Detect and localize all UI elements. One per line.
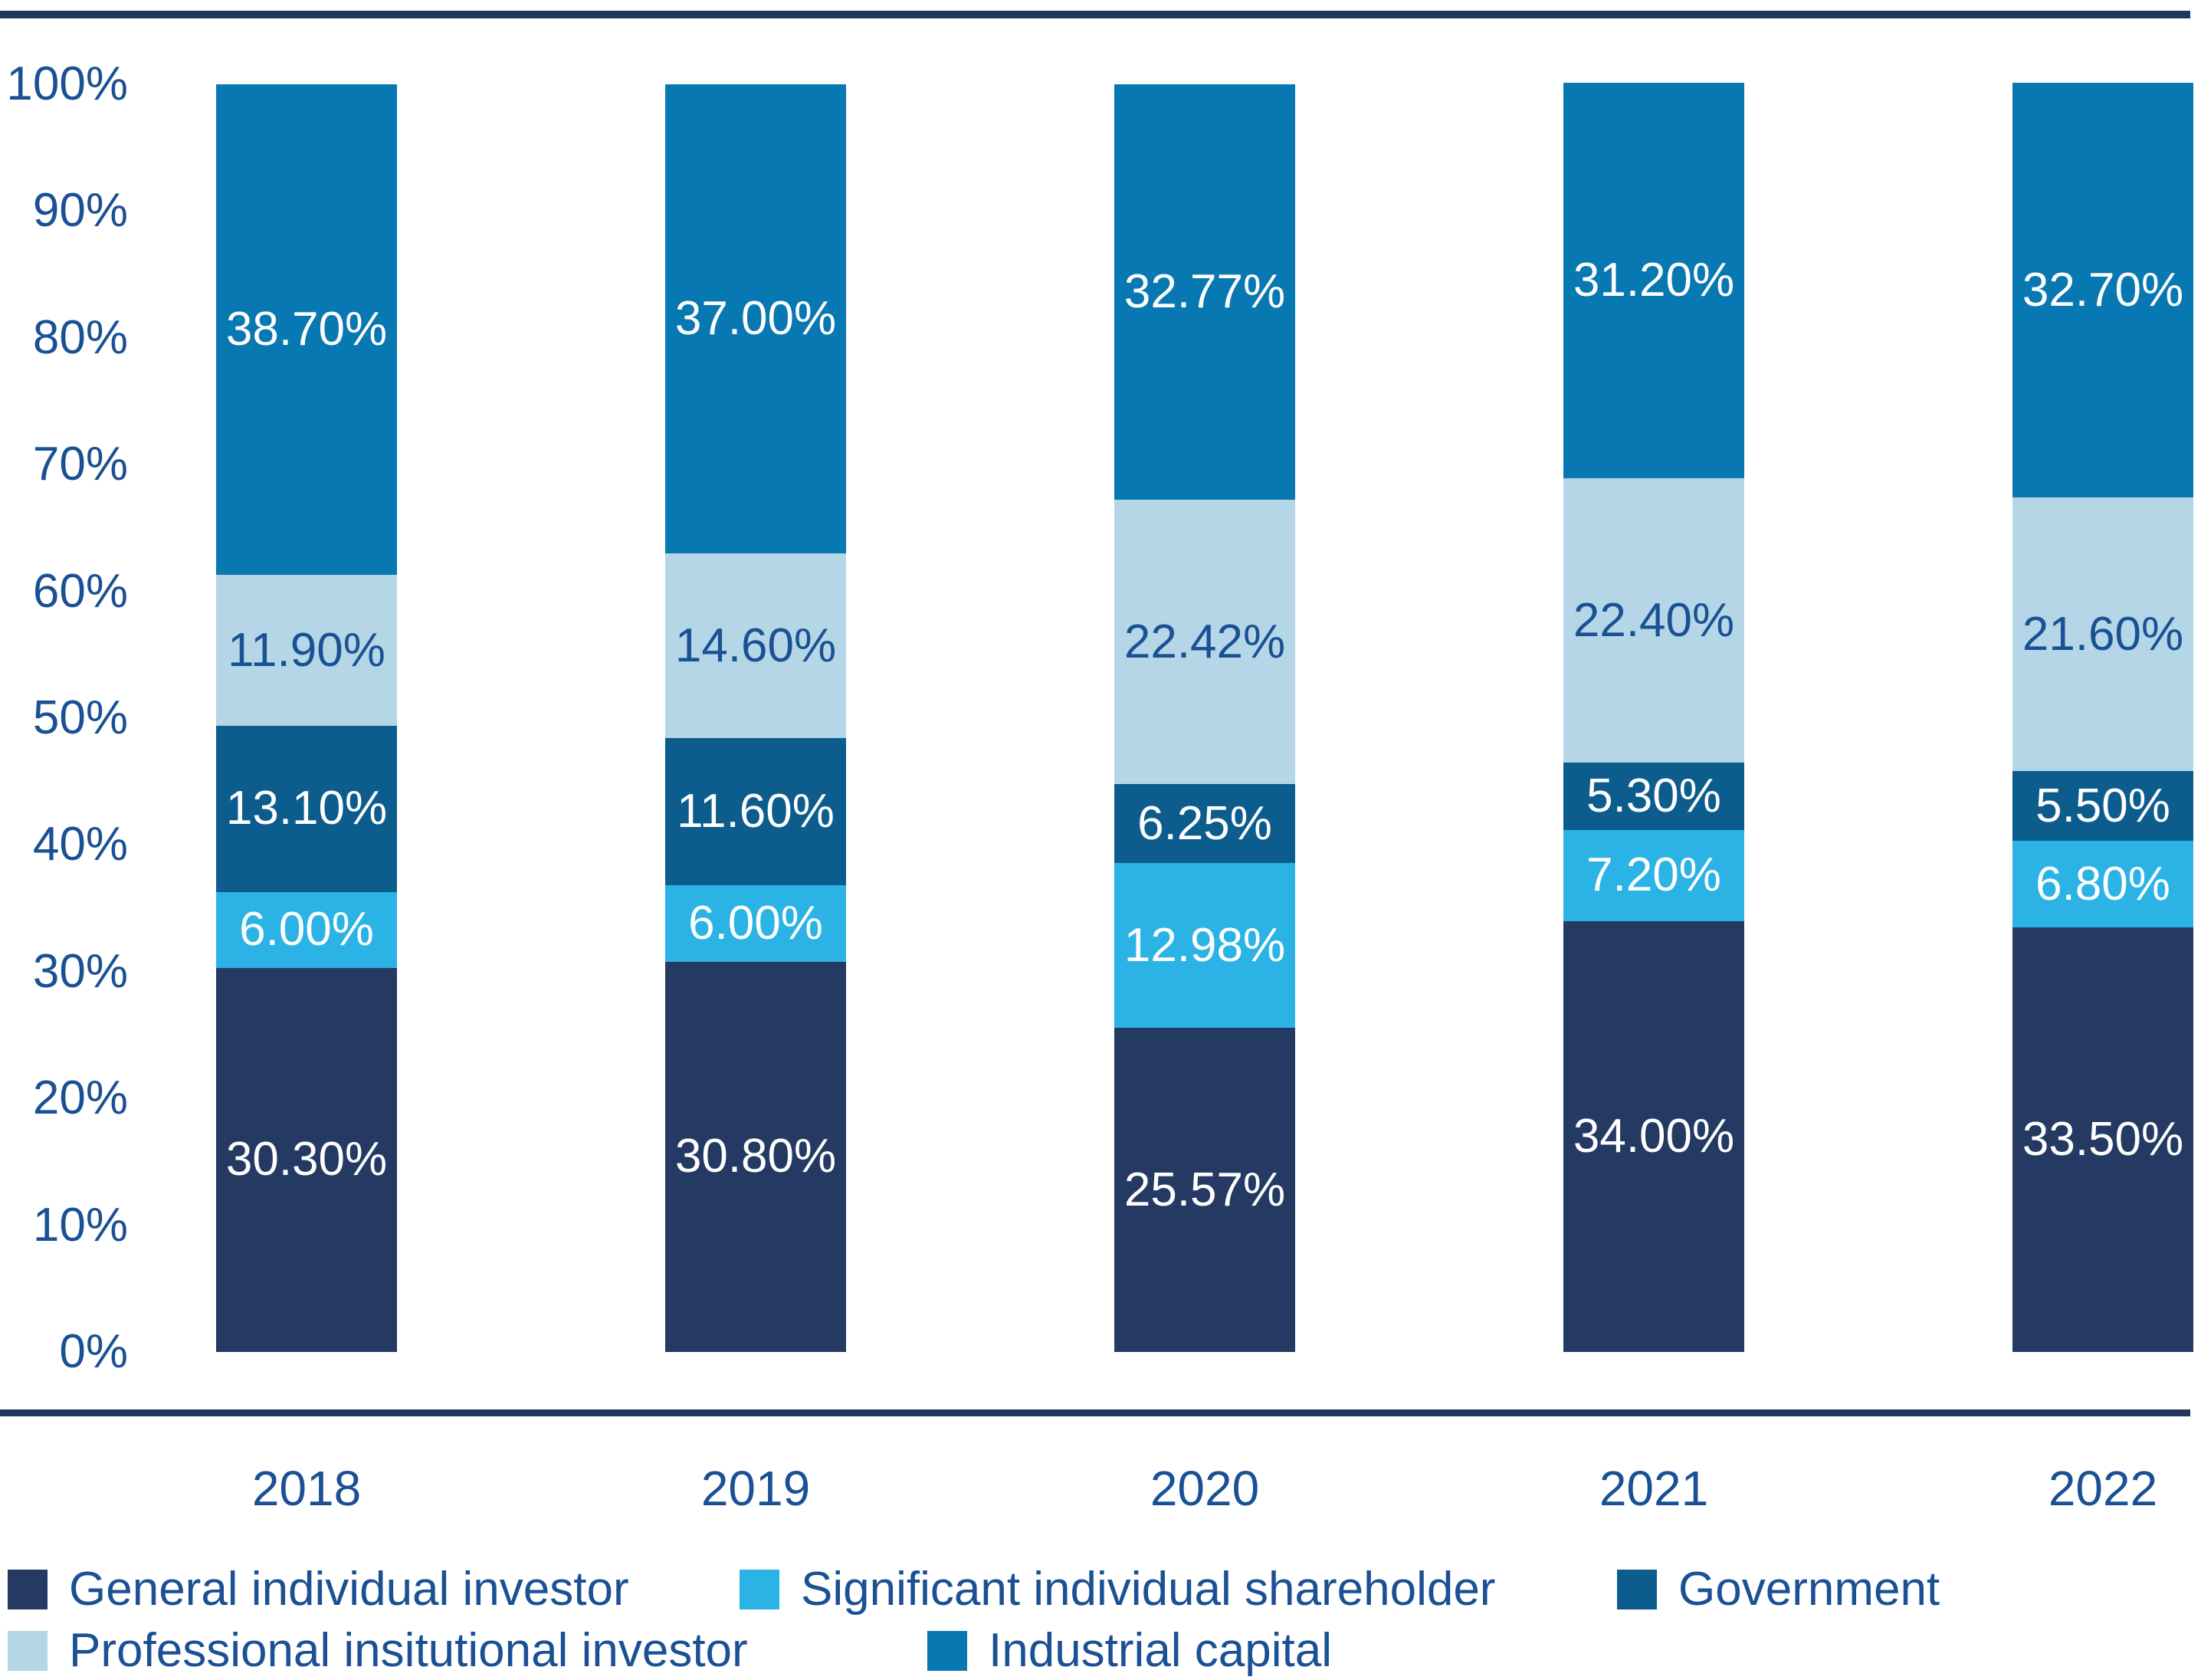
legend-item-industrial-capital: Industrial capital — [927, 1623, 1332, 1678]
bar-segment-label: 30.80% — [674, 1130, 837, 1183]
legend-label: Significant individual shareholder — [801, 1563, 1496, 1616]
bar-segment-2018-series-4 — [216, 84, 397, 576]
bar-segment-2022-series-4 — [2012, 83, 2193, 498]
bar-segment-label: 34.00% — [1573, 1109, 1735, 1163]
bar-segment-2021-series-0 — [1563, 920, 1744, 1352]
bar-segment-label: 31.20% — [1573, 254, 1735, 307]
y-tick-label-70: 70% — [32, 438, 128, 491]
legend-swatch-icon — [8, 1569, 48, 1609]
legend-item-general-individual-investor: General individual investor — [8, 1562, 629, 1616]
x-axis-label-2019: 2019 — [700, 1461, 811, 1516]
legend-label: Government — [1678, 1563, 1940, 1616]
bar-segment-label: 13.10% — [225, 782, 388, 835]
bar-segment-2021-series-4 — [1563, 83, 1744, 479]
bar-segment-2018-series-2 — [216, 725, 397, 892]
legend-swatch-icon — [1617, 1569, 1657, 1609]
bar-segment-label: 7.20% — [1586, 848, 1721, 902]
bar-segment-label: 21.60% — [2022, 607, 2184, 661]
y-tick-label-40: 40% — [32, 818, 128, 871]
bar-segment-2021-series-1 — [1563, 829, 1744, 921]
bar-segment-label: 30.30% — [225, 1133, 388, 1186]
bar-segment-2021-series-3 — [1563, 478, 1744, 763]
bar-segment-2020-series-3 — [1114, 500, 1295, 784]
legend-item-government: Government — [1617, 1562, 1940, 1616]
bar-segment-2022-series-1 — [2012, 841, 2193, 927]
bar-segment-2019-series-1 — [665, 885, 846, 962]
bar-segment-label: 5.30% — [1586, 769, 1721, 822]
bar-segment-label: 5.50% — [2035, 779, 2170, 832]
bar-segment-2020-series-2 — [1114, 784, 1295, 864]
legend-label: Industrial capital — [989, 1624, 1333, 1677]
bar-segment-label: 11.60% — [677, 785, 835, 838]
bar-segment-label: 37.00% — [674, 291, 837, 345]
legend-item-significant-individual-shareholder: Significant individual shareholder — [740, 1562, 1495, 1616]
bar-segment-2022-series-0 — [2012, 927, 2193, 1352]
bar-segment-2021-series-2 — [1563, 762, 1744, 830]
x-axis-label-2018: 2018 — [251, 1461, 362, 1516]
bar-segment-label: 25.57% — [1123, 1163, 1286, 1216]
bar-segment-label: 6.25% — [1137, 796, 1272, 850]
x-axis-label-2021: 2021 — [1599, 1461, 1709, 1516]
y-tick-label-20: 20% — [32, 1071, 128, 1125]
bar-segment-label: 22.40% — [1573, 593, 1735, 647]
bar-segment-label: 6.00% — [239, 903, 374, 956]
bar-segment-label: 33.50% — [2022, 1112, 2184, 1166]
bar-segment-label: 22.42% — [1123, 615, 1286, 668]
bar-segment-2018-series-3 — [216, 575, 397, 726]
y-tick-label-90: 90% — [32, 184, 128, 238]
bar-segment-2022-series-2 — [2012, 771, 2193, 842]
bar-segment-label: 14.60% — [674, 619, 837, 672]
bar-segment-2019-series-0 — [665, 961, 846, 1352]
bar-segment-2018-series-1 — [216, 891, 397, 968]
x-axis-label-2020: 2020 — [1150, 1461, 1260, 1516]
bar-segment-2019-series-2 — [665, 738, 846, 886]
top-border-line — [0, 11, 2190, 18]
y-tick-label-60: 60% — [32, 564, 128, 618]
y-tick-label-10: 10% — [32, 1198, 128, 1252]
legend-swatch-icon — [740, 1569, 779, 1609]
legend-swatch-icon — [927, 1630, 967, 1671]
bar-segment-2020-series-1 — [1114, 863, 1295, 1029]
bar-segment-label: 32.77% — [1123, 265, 1286, 319]
bar-segment-label: 11.90% — [228, 623, 385, 677]
y-tick-label-80: 80% — [32, 310, 128, 364]
y-tick-label-0: 0% — [59, 1325, 128, 1378]
y-tick-label-30: 30% — [32, 944, 128, 998]
legend-label: General individual investor — [69, 1563, 629, 1616]
bar-segment-2020-series-4 — [1114, 84, 1295, 500]
bar-segment-label: 12.98% — [1123, 918, 1286, 972]
bar-segment-label: 6.00% — [688, 896, 823, 950]
y-tick-label-100: 100% — [6, 57, 128, 110]
bar-segment-label: 38.70% — [225, 303, 388, 356]
bar-segment-label: 6.80% — [2035, 857, 2170, 911]
bar-segment-2022-series-3 — [2012, 497, 2193, 772]
x-axis-label-2022: 2022 — [2048, 1461, 2158, 1516]
bar-segment-2018-series-0 — [216, 967, 397, 1352]
bottom-border-line — [0, 1409, 2190, 1416]
legend-item-professional-insitutional-investor: Professional insitutional investor — [8, 1623, 748, 1678]
bar-segment-2019-series-3 — [665, 553, 846, 739]
bar-segment-label: 32.70% — [2022, 263, 2184, 317]
bar-segment-2020-series-0 — [1114, 1028, 1295, 1352]
legend-swatch-icon — [8, 1630, 48, 1671]
legend-label: Professional insitutional investor — [69, 1624, 748, 1677]
bar-segment-2019-series-4 — [665, 84, 846, 553]
y-tick-label-50: 50% — [32, 691, 128, 744]
